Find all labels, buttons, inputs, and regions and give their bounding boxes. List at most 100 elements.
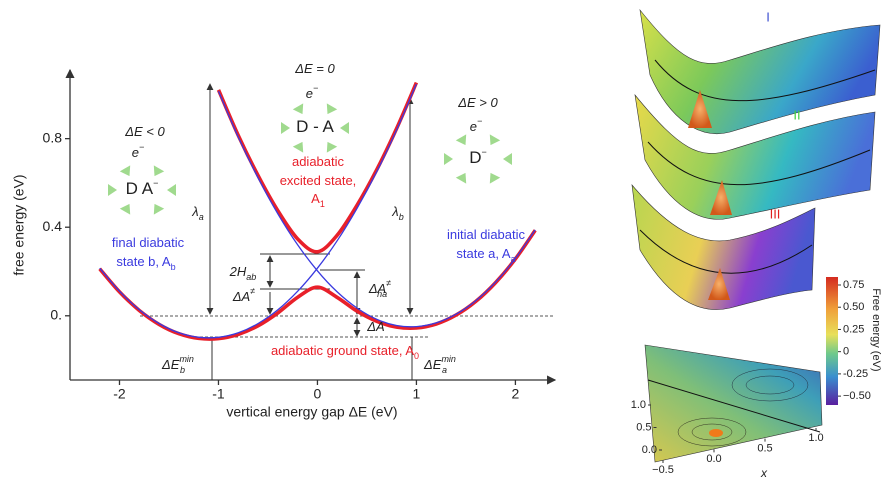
contour-y-tick-label: 1.0 <box>631 399 646 411</box>
annotation: state b, Ab <box>116 254 175 272</box>
y-tick-label: 0.8 <box>43 129 63 145</box>
annotation-sup: − <box>153 178 158 188</box>
annotation-sub: a <box>199 212 204 222</box>
annotation-text: adiabatic <box>292 154 345 169</box>
annotation-sub: a <box>511 254 516 264</box>
figure: free energy (eV) vertical energy gap ΔE … <box>0 0 884 478</box>
annotation-text: ΔE <box>423 357 442 372</box>
annotation-text: e <box>132 145 139 160</box>
motif <box>293 139 308 153</box>
contour-y-tick-label: 0.0 <box>642 444 657 456</box>
colorbar-tick-label: 0 <box>843 346 849 358</box>
annotation-text: ΔE = 0 <box>294 61 335 76</box>
annotation: D− <box>469 147 487 167</box>
contour-x-label: x <box>760 466 768 478</box>
panel-label: I <box>766 9 770 24</box>
annotation-text: ΔE <box>161 357 180 372</box>
annotation-text: D <box>469 148 481 167</box>
annotation: e− <box>470 116 483 134</box>
annotation-sub: b <box>171 262 176 272</box>
annotation: ΔA≠ <box>232 286 255 304</box>
contour-y-tick-label: 0.5 <box>636 421 651 433</box>
annotation-text: λ <box>191 204 198 219</box>
annotation: ΔE < 0 <box>124 124 165 139</box>
motif <box>322 139 337 153</box>
annotation-sub: b <box>180 365 185 375</box>
motif <box>120 201 135 215</box>
motif <box>503 153 512 165</box>
motif <box>456 134 471 148</box>
annotation-sub: na <box>377 289 387 299</box>
annotation-text: e <box>470 119 477 134</box>
panel-label: II <box>793 107 800 122</box>
annotation: ΔA≠na <box>368 278 391 299</box>
annotation-text: λ <box>391 204 398 219</box>
y-tick-label: 0. <box>50 306 62 322</box>
x-tick-label: -2 <box>113 386 126 402</box>
annotation: initial diabatic <box>447 227 526 242</box>
annotation-sub: 0 <box>414 351 419 361</box>
annotation-text: 2H <box>229 264 247 279</box>
motif <box>281 122 290 134</box>
y-tick-label: 0.4 <box>43 218 63 234</box>
annotation-sup: − <box>482 147 487 157</box>
annotation-text: ΔE < 0 <box>124 124 165 139</box>
x-tick-label: 2 <box>512 386 520 402</box>
annotation-text: A <box>311 191 320 206</box>
annotation: state a, Aa <box>456 246 515 264</box>
annotation-sup: min <box>179 354 194 364</box>
annotation: 2Hab <box>229 264 257 282</box>
annotation-sup: min <box>441 354 456 364</box>
motif <box>149 201 164 215</box>
motif <box>485 170 500 184</box>
annotation: e− <box>306 83 319 101</box>
contour-x-tick-label: 1.0 <box>808 432 823 444</box>
annotation-sub: a <box>442 365 447 375</box>
colorbar-tick-label: 0.25 <box>843 323 864 335</box>
annotation-text: D - A <box>296 117 334 136</box>
annotation: excited state, <box>280 173 357 188</box>
colorbar-tick-label: −0.50 <box>843 390 871 402</box>
annotation: ΔA <box>366 319 384 334</box>
motif <box>444 153 453 165</box>
annotation-text: state a, A <box>456 246 511 261</box>
annotation-text: ΔE > 0 <box>457 95 498 110</box>
annotation-text: adiabatic ground state, A <box>271 343 414 358</box>
motif <box>322 103 337 117</box>
motif <box>108 184 117 196</box>
annotation-sub: 1 <box>320 199 325 209</box>
motif <box>340 122 349 134</box>
annotation: final diabatic <box>112 235 185 250</box>
annotation: ΔE > 0 <box>457 95 498 110</box>
motif <box>167 184 176 196</box>
motif <box>120 165 135 179</box>
contour-x-tick-label: 0.5 <box>757 443 772 455</box>
curve <box>100 84 417 338</box>
motif <box>456 170 471 184</box>
contour-x-tick-label: 0.0 <box>706 453 721 465</box>
annotation-text: e <box>306 86 313 101</box>
x-axis-label: vertical energy gap ΔE (eV) <box>226 404 397 420</box>
annotation: A1 <box>311 191 325 209</box>
annotation: D A− <box>126 178 159 198</box>
annotation-sup: − <box>313 83 318 93</box>
x-tick-label: -1 <box>212 386 225 402</box>
annotation-text: excited state, <box>280 173 357 188</box>
colorbar-tick-label: -0.25 <box>843 368 868 380</box>
contour-x-tick-label: −0.5 <box>652 464 674 476</box>
x-tick-label: 1 <box>413 386 421 402</box>
motif <box>485 134 500 148</box>
colorbar-label: Free energy (eV) <box>870 288 882 371</box>
annotation: ΔE = 0 <box>294 61 335 76</box>
colorbar-tick-label: 0.50 <box>843 301 864 313</box>
annotation-sup: ≠ <box>250 286 255 296</box>
x-tick-label: 0 <box>314 386 322 402</box>
annotation: D - A <box>296 117 334 136</box>
annotation: e− <box>132 142 145 160</box>
annotation-text: final diabatic <box>112 235 185 250</box>
panel-label: III <box>770 206 781 221</box>
annotation: adiabatic <box>292 154 345 169</box>
annotation: λb <box>391 204 403 222</box>
